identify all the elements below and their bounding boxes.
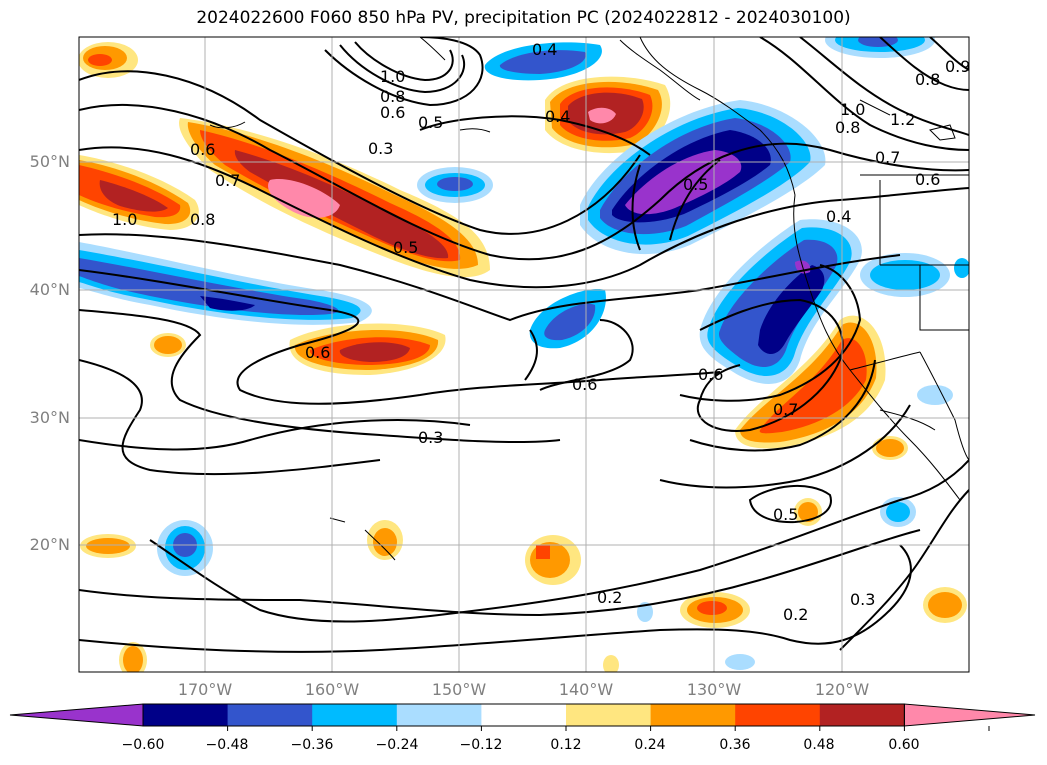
colorbar-tick: 0.60 <box>888 737 920 753</box>
contour-label: 0.7 <box>875 148 900 167</box>
contour-label: 0.6 <box>915 170 940 189</box>
colorbar-tick: −0.36 <box>290 737 334 753</box>
colorbar-tick: −0.60 <box>121 737 165 753</box>
colorbar-tick: −0.48 <box>205 737 249 753</box>
lon-label-130w: 130°W <box>686 680 742 699</box>
contour-label: 0.4 <box>545 107 570 126</box>
contour-label: 0.7 <box>773 400 798 419</box>
colorbar-tick: −0.12 <box>459 737 503 753</box>
contour-label: 0.4 <box>532 40 557 59</box>
lat-label-50n: 50°N <box>29 152 70 171</box>
positive-anomaly-gulf-of-alaska <box>545 76 671 154</box>
contour-label: 0.6 <box>698 365 723 384</box>
colorbar-segment <box>312 704 398 726</box>
contour-label: 0.6 <box>572 375 597 394</box>
map-area: 1.0 0.8 0.6 0.5 0.4 0.3 0.6 0.7 0.8 1.0 … <box>79 37 970 672</box>
colorbar <box>9 703 1036 731</box>
lat-label-20n: 20°N <box>29 535 70 554</box>
contour-label: 0.4 <box>826 207 851 226</box>
contour-label: 1.2 <box>890 110 915 129</box>
positive-anomaly-small-blobs <box>79 42 967 672</box>
contour-label: 0.6 <box>305 343 330 362</box>
colorbar-extend-max <box>903 703 1036 727</box>
lon-label-170w: 170°W <box>177 680 233 699</box>
contour-label: 0.3 <box>850 590 875 609</box>
contour-label: 0.2 <box>783 605 808 624</box>
contour-label: 0.6 <box>190 140 215 159</box>
contour-label: 0.7 <box>215 171 240 190</box>
contour-label: 1.0 <box>840 100 865 119</box>
contour-label: 0.2 <box>597 588 622 607</box>
lat-label-30n: 30°N <box>29 408 70 427</box>
positive-anomaly-west <box>79 155 199 230</box>
contour-label: 0.5 <box>773 505 798 524</box>
contour-label: 1.0 <box>112 210 137 229</box>
colorbar-segment <box>396 704 482 726</box>
gridlines <box>79 37 969 672</box>
contour-label: 0.5 <box>683 175 708 194</box>
contour-label: 0.8 <box>915 70 940 89</box>
contour-label: 0.5 <box>393 238 418 257</box>
contour-label: 1.0 <box>380 67 405 86</box>
contour-label: 0.3 <box>418 428 443 447</box>
colorbar-segment <box>566 704 652 726</box>
colorbar-tick: 0.48 <box>803 737 835 753</box>
contour-label: 0.3 <box>368 139 393 158</box>
colorbar-segment <box>481 704 567 726</box>
colorbar-segment <box>819 704 905 726</box>
colorbar-segment <box>735 704 821 726</box>
colorbar-tick: 0.36 <box>719 737 751 753</box>
contour-labels: 1.0 0.8 0.6 0.5 0.4 0.3 0.6 0.7 0.8 1.0 … <box>112 40 970 624</box>
colorbar-tick: 0.24 <box>634 737 666 753</box>
lon-label-140w: 140°W <box>558 680 614 699</box>
colorbar-segment <box>227 704 313 726</box>
lon-label-120w: 120°W <box>814 680 870 699</box>
colorbar-tick: −0.24 <box>375 737 419 753</box>
positive-anomaly-band-north-pacific <box>179 118 490 278</box>
colorbar-extend-min <box>9 703 144 727</box>
contour-label: 0.9 <box>945 57 970 76</box>
lat-label-40n: 40°N <box>29 280 70 299</box>
colorbar-segment <box>650 704 736 726</box>
lon-label-150w: 150°W <box>431 680 487 699</box>
coastlines <box>209 37 969 561</box>
contour-label: 0.8 <box>190 210 215 229</box>
lon-label-160w: 160°W <box>304 680 360 699</box>
colorbar-segment <box>143 704 229 726</box>
contour-label: 0.8 <box>380 87 405 106</box>
contour-label: 0.8 <box>835 118 860 137</box>
map-frame <box>78 36 970 673</box>
contour-label: 0.5 <box>418 113 443 132</box>
contour-label: 0.6 <box>380 103 405 122</box>
map-title: 2024022600 F060 850 hPa PV, precipitatio… <box>196 8 851 28</box>
colorbar-tick: 0.12 <box>550 737 582 753</box>
colorbar-frame <box>142 703 905 727</box>
